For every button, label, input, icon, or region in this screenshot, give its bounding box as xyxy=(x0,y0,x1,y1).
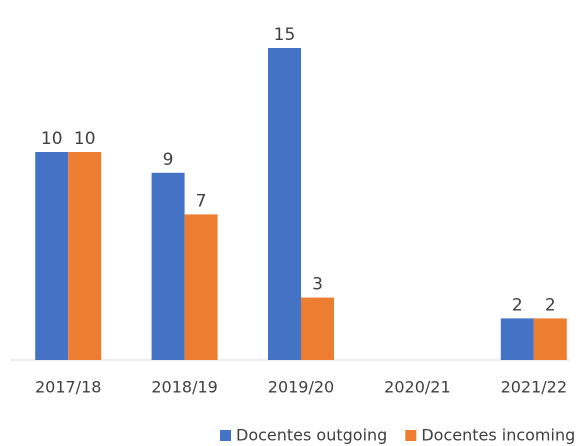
data-label: 10 xyxy=(41,129,63,149)
bar xyxy=(268,48,301,360)
bar xyxy=(184,214,218,360)
bar xyxy=(500,318,534,360)
x-tick-label: 2020/21 xyxy=(384,378,450,397)
data-label: 10 xyxy=(74,129,96,149)
bar xyxy=(301,297,334,360)
bar xyxy=(533,318,567,360)
legend-swatch xyxy=(220,430,231,441)
legend-swatch xyxy=(405,430,417,441)
x-tick-label: 2017/18 xyxy=(35,378,101,397)
data-label: 9 xyxy=(163,150,174,170)
x-tick-label: 2019/20 xyxy=(268,378,334,397)
bar xyxy=(151,172,185,360)
x-tick-label: 2021/22 xyxy=(501,378,567,397)
bar xyxy=(68,152,102,360)
legend-label: Docentes incoming xyxy=(421,426,575,445)
data-label: 2 xyxy=(512,295,523,315)
legend-label: Docentes outgoing xyxy=(236,426,387,445)
bar xyxy=(35,152,69,360)
data-label: 7 xyxy=(196,191,207,211)
x-tick-label: 2018/19 xyxy=(151,378,217,397)
data-label: 2 xyxy=(545,295,556,315)
data-label: 15 xyxy=(274,25,296,45)
data-label: 3 xyxy=(312,275,323,295)
